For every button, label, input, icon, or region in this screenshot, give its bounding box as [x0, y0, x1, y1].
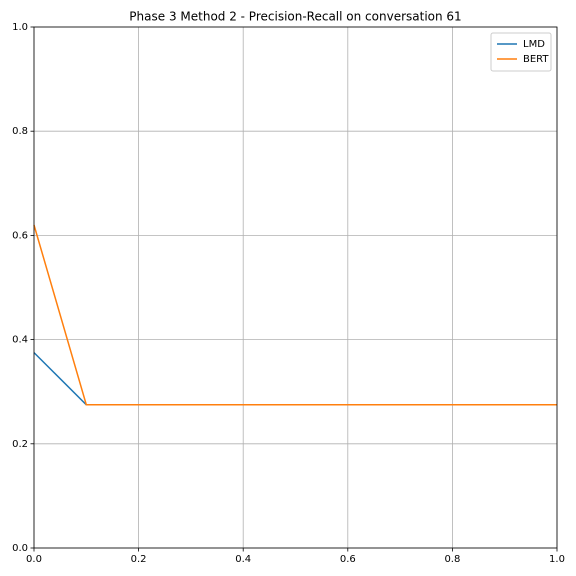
x-tick-label: 1.0	[549, 554, 565, 565]
legend-box	[490, 32, 552, 72]
legend-label: LMD	[523, 39, 545, 50]
y-tick-label: 0.4	[12, 335, 28, 346]
x-tick-label: 0.2	[131, 554, 147, 565]
x-tick-label: 0.0	[26, 554, 42, 565]
y-tick-label: 0.6	[12, 230, 28, 241]
series-line	[33, 224, 557, 406]
plot-frame	[33, 26, 558, 549]
y-tick-label: 1.0	[12, 22, 28, 33]
y-tick-label: 0.8	[12, 126, 28, 137]
x-tick-label: 0.8	[444, 554, 460, 565]
legend-label: BERT	[523, 54, 549, 65]
chart-title: Phase 3 Method 2 - Precision-Recall on c…	[129, 10, 461, 24]
x-tick-label: 0.4	[235, 554, 251, 565]
x-tick-label: 0.6	[340, 554, 356, 565]
y-tick-label: 0.2	[12, 439, 28, 450]
y-tick-label: 0.0	[12, 543, 28, 554]
